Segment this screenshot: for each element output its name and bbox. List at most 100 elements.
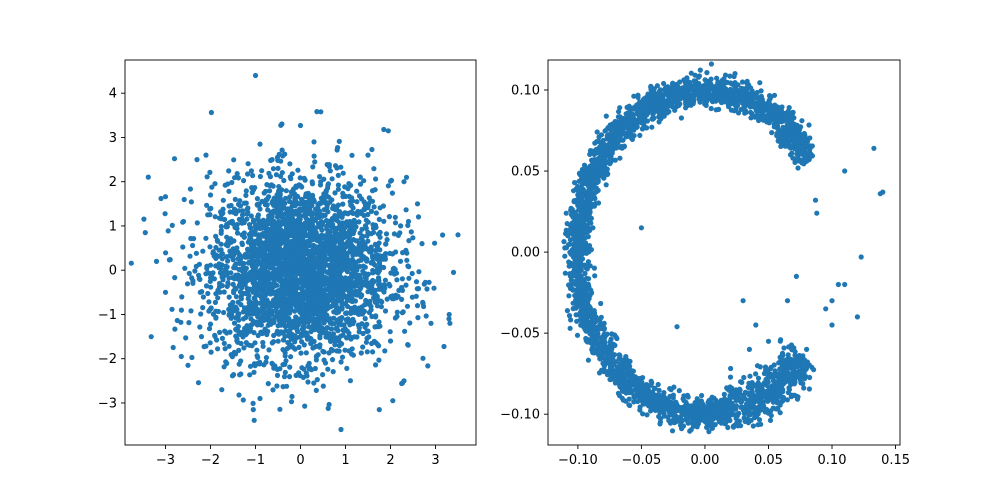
scatter-point [318, 240, 323, 245]
scatter-point [189, 199, 194, 204]
scatter-point [370, 282, 375, 287]
scatter-point [282, 311, 287, 316]
scatter-point [266, 194, 271, 199]
scatter-point [330, 299, 335, 304]
scatter-point [789, 347, 794, 352]
scatter-point [327, 230, 332, 235]
scatter-point [386, 128, 391, 133]
scatter-point [252, 246, 257, 251]
scatter-point [224, 224, 229, 229]
scatter-point [799, 118, 804, 123]
scatter-point [259, 168, 264, 173]
scatter-point [188, 186, 193, 191]
scatter-point [275, 192, 280, 197]
scatter-point [294, 284, 299, 289]
scatter-point [239, 241, 244, 246]
scatter-point [334, 261, 339, 266]
scatter-point [325, 325, 330, 330]
scatter-point [427, 280, 432, 285]
scatter-point [372, 204, 377, 209]
scatter-point [263, 312, 268, 317]
scatter-point [322, 262, 327, 267]
scatter-point [311, 317, 316, 322]
scatter-point [314, 388, 319, 393]
scatter-point [358, 182, 363, 187]
scatter-point [286, 317, 291, 322]
scatter-point [398, 259, 403, 264]
scatter-point [255, 255, 260, 260]
scatter-point [446, 316, 451, 321]
scatter-point [251, 407, 256, 412]
scatter-point [268, 158, 273, 163]
scatter-point [329, 197, 334, 202]
scatter-point [378, 205, 383, 210]
scatter-point [410, 235, 415, 240]
scatter-point [365, 239, 370, 244]
scatter-point [219, 231, 224, 236]
scatter-point [247, 222, 252, 227]
scatter-point [406, 219, 411, 224]
scatter-point [415, 286, 420, 291]
scatter-point [295, 242, 300, 247]
scatter-point [172, 275, 177, 280]
scatter-point [230, 354, 235, 359]
scatter-point [329, 348, 334, 353]
scatter-point [371, 226, 376, 231]
scatter-point [244, 217, 249, 222]
scatter-point [373, 362, 378, 367]
scatter-point [359, 279, 364, 284]
scatter-point [307, 365, 312, 370]
scatter-point [394, 277, 399, 282]
scatter-point [280, 294, 285, 299]
scatter-point [404, 175, 409, 180]
scatter-point [359, 304, 364, 309]
scatter-point [198, 311, 203, 316]
scatter-point [289, 394, 294, 399]
scatter-point [371, 166, 376, 171]
scatter-point [231, 290, 236, 295]
scatter-point [283, 324, 288, 329]
scatter-point [387, 283, 392, 288]
scatter-point [356, 219, 361, 224]
scatter-point [299, 184, 304, 189]
scatter-point [400, 250, 405, 255]
scatter-point [360, 344, 365, 349]
scatter-point [280, 347, 285, 352]
scatter-point [307, 310, 312, 315]
scatter-point [364, 340, 369, 345]
scatter-point [302, 305, 307, 310]
scatter-point [264, 287, 269, 292]
scatter-point [199, 334, 204, 339]
scatter-point [239, 232, 244, 237]
scatter-point [574, 319, 579, 324]
scatter-point [364, 259, 369, 264]
scatter-point [332, 269, 337, 274]
scatter-point [373, 288, 378, 293]
scatter-point [424, 286, 429, 291]
scatter-point [373, 187, 378, 192]
scatter-point [310, 262, 315, 267]
scatter-point [358, 175, 363, 180]
scatter-point [355, 247, 360, 252]
scatter-point [807, 386, 812, 391]
scatter-point [259, 226, 264, 231]
scatter-point [345, 211, 350, 216]
scatter-point [232, 321, 237, 326]
scatter-point [349, 351, 354, 356]
scatter-point [565, 308, 570, 313]
scatter-point [204, 203, 209, 208]
scatter-point [170, 223, 175, 228]
scatter-point [317, 335, 322, 340]
scatter-point [293, 203, 298, 208]
scatter-point [262, 300, 267, 305]
scatter-point [307, 291, 312, 296]
scatter-point [295, 261, 300, 266]
scatter-point [271, 333, 276, 338]
scatter-point [455, 232, 460, 237]
scatter-point [222, 341, 227, 346]
scatter-point [373, 176, 378, 181]
scatter-point [373, 300, 378, 305]
scatter-point [268, 174, 273, 179]
scatter-point [304, 370, 309, 375]
scatter-point [414, 279, 419, 284]
